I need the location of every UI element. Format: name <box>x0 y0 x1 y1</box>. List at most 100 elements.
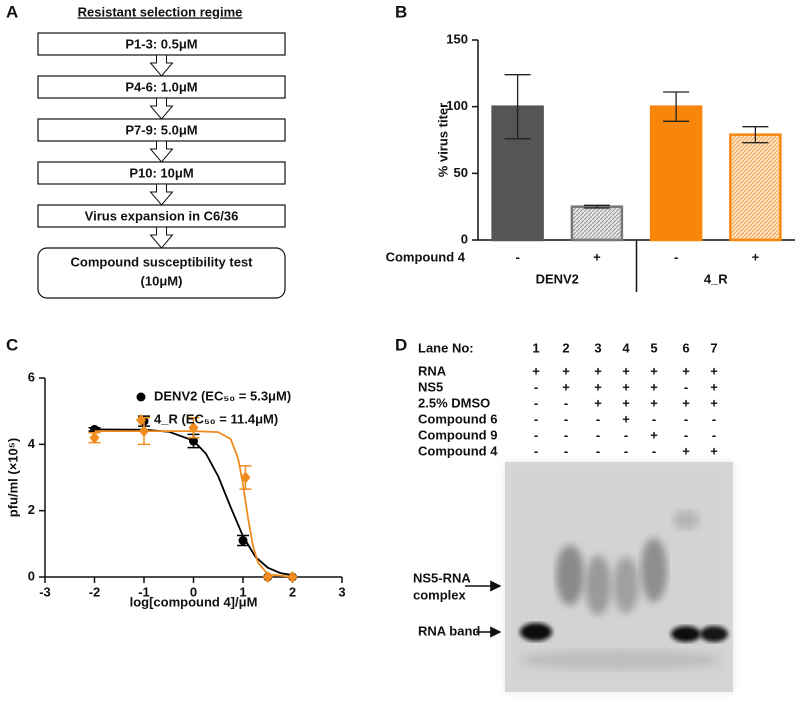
condition-mark: - <box>596 427 600 442</box>
flow-arrow <box>149 226 174 249</box>
condition-mark: + <box>594 379 602 394</box>
condition-mark: - <box>534 443 538 458</box>
fit-curve <box>94 428 293 577</box>
condition-label: 2.5% DMSO <box>418 395 490 410</box>
treatment-label: + <box>752 249 760 264</box>
error-bar <box>742 126 769 144</box>
error-bar <box>583 204 610 209</box>
condition-mark: - <box>534 379 538 394</box>
condition-mark: - <box>624 443 628 458</box>
condition-mark: - <box>564 443 568 458</box>
condition-mark: + <box>710 443 718 458</box>
lane-number: 7 <box>710 340 717 355</box>
condition-mark: + <box>682 363 690 378</box>
flow-arrow <box>149 183 174 206</box>
y-tick-label: 50 <box>454 165 468 180</box>
condition-mark: + <box>682 395 690 410</box>
condition-mark: + <box>594 395 602 410</box>
condition-mark: + <box>622 363 630 378</box>
data-point <box>89 431 100 444</box>
condition-mark: - <box>534 411 538 426</box>
condition-mark: - <box>564 427 568 442</box>
condition-mark: + <box>710 395 718 410</box>
condition-mark: - <box>624 427 628 442</box>
flow-step: P10: 10μM <box>129 165 193 180</box>
gel-image <box>505 462 733 692</box>
flow-title: Resistant selection regime <box>78 4 243 19</box>
data-point <box>262 571 273 583</box>
condition-mark: + <box>650 363 658 378</box>
fit-curve <box>94 430 293 578</box>
treatment-label: - <box>515 249 519 264</box>
condition-mark: - <box>564 411 568 426</box>
flow-box-final <box>37 247 286 299</box>
condition-mark: + <box>650 395 658 410</box>
condition-mark: - <box>684 379 688 394</box>
lane-number: 3 <box>594 340 601 355</box>
data-point <box>238 536 248 546</box>
condition-mark: - <box>652 443 656 458</box>
condition-mark: + <box>622 395 630 410</box>
lane-number: 2 <box>562 340 569 355</box>
condition-mark: + <box>622 379 630 394</box>
band-label: RNA band <box>418 623 480 638</box>
condition-mark: - <box>596 443 600 458</box>
x-axis-label: log[compound 4]/μM <box>130 594 258 609</box>
panel-label: C <box>6 335 18 354</box>
condition-mark: - <box>652 411 656 426</box>
bar <box>570 205 624 242</box>
y-axis-label: % virus titer <box>435 103 450 177</box>
flow-arrow <box>149 54 174 77</box>
y-tick-label: 4 <box>28 436 36 451</box>
lane-number: 5 <box>650 340 657 355</box>
complex-label: complex <box>413 587 467 602</box>
condition-mark: + <box>562 363 570 378</box>
x-tick-label: -3 <box>39 584 51 599</box>
condition-mark: - <box>534 395 538 410</box>
group-label: 4_R <box>704 271 728 286</box>
x-tick-label: 0 <box>190 584 197 599</box>
lane-number: 6 <box>682 340 689 355</box>
condition-mark: + <box>562 379 570 394</box>
condition-label: Compound 4 <box>418 443 498 458</box>
y-tick-label: 0 <box>28 568 35 583</box>
condition-mark: - <box>684 427 688 442</box>
flow-step: P1-3: 0.5μM <box>125 36 197 51</box>
condition-mark: + <box>682 443 690 458</box>
panel-label: B <box>395 2 407 21</box>
condition-label: Compound 6 <box>418 411 497 426</box>
y-tick-label: 100 <box>446 98 468 113</box>
condition-mark: - <box>684 411 688 426</box>
x-tick-label: 2 <box>289 584 296 599</box>
flow-step: P7-9: 5.0μM <box>125 122 197 137</box>
condition-label: Compound 9 <box>418 427 497 442</box>
x-tick-label: 3 <box>338 584 345 599</box>
condition-label: RNA <box>418 363 447 378</box>
condition-mark: + <box>650 379 658 394</box>
y-tick-label: 0 <box>461 231 468 246</box>
treatment-label: - <box>674 249 678 264</box>
treatment-label: + <box>593 249 601 264</box>
bar <box>729 133 782 242</box>
flow-step: Virus expansion in C6/36 <box>85 208 239 223</box>
data-point <box>139 425 149 438</box>
x-tick-label: -1 <box>138 584 150 599</box>
condition-mark: + <box>532 363 540 378</box>
condition-mark: + <box>710 379 718 394</box>
legend-marker <box>136 392 146 402</box>
condition-mark: - <box>564 395 568 410</box>
complex-label: NS5-RNA <box>413 570 471 585</box>
lane-number: 4 <box>622 340 630 355</box>
x-axis-label: Compound 4 <box>386 249 466 264</box>
condition-mark: + <box>594 363 602 378</box>
panel-label: D <box>395 335 407 354</box>
flow-step: P4-6: 1.0μM <box>125 79 197 94</box>
bar <box>649 105 703 242</box>
condition-mark: - <box>712 411 716 426</box>
flow-final-text: (10μM) <box>141 273 183 288</box>
condition-mark: + <box>710 363 718 378</box>
flow-final-text: Compound susceptibility test <box>70 254 253 269</box>
data-point <box>240 471 251 484</box>
error-bar <box>663 91 690 122</box>
